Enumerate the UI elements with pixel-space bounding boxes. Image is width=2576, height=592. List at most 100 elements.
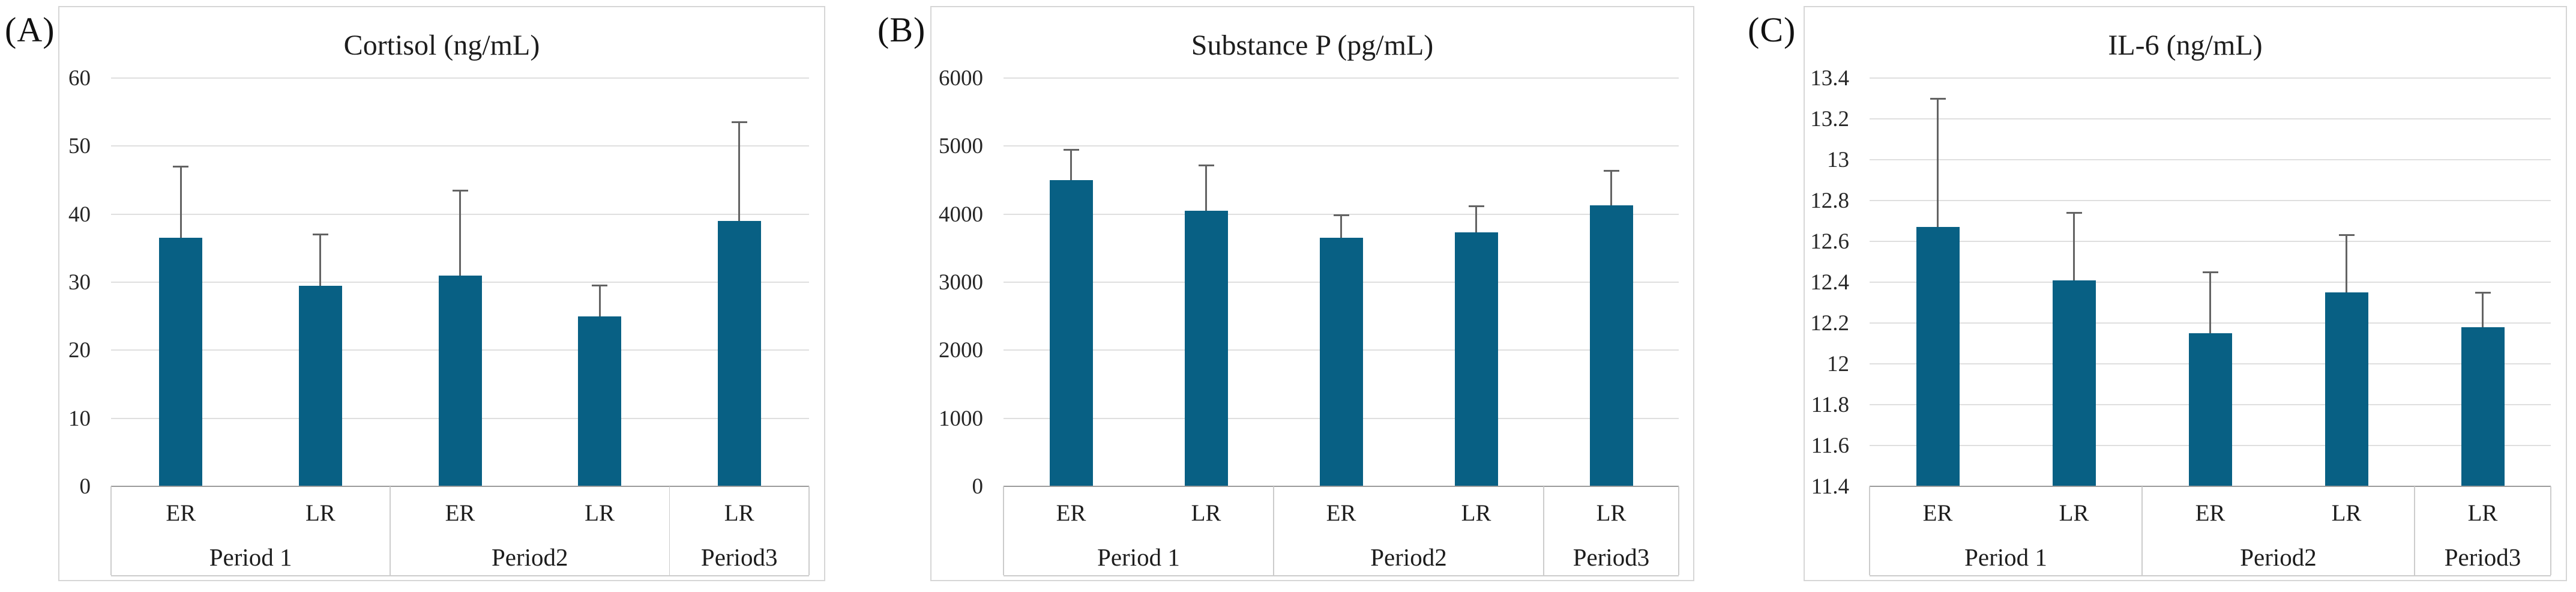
panel-cortisol: Cortisol (ng/mL) 0 10 20 30 40 50 60 ER LR ER LR LR… xyxy=(58,6,825,581)
category-label: LR xyxy=(2467,500,2498,526)
gridline xyxy=(1870,241,2551,242)
category-label: LR xyxy=(585,500,615,526)
bar xyxy=(1589,205,1633,486)
y-tick-label: 30 xyxy=(68,270,91,295)
y-tick-label: 60 xyxy=(68,66,91,91)
y-tick-label: 12.2 xyxy=(1810,311,1849,336)
bar xyxy=(1319,238,1363,486)
error-bar-cap xyxy=(1333,214,1349,217)
category-table-divider xyxy=(1678,486,1679,575)
category-table-divider xyxy=(2414,486,2415,575)
error-bar xyxy=(2073,213,2075,280)
y-tick-label: 5000 xyxy=(939,134,983,159)
panel-label-c: (C) xyxy=(1748,10,1796,49)
period-label: Period2 xyxy=(2240,543,2317,571)
plot-area-substance-p: 0 1000 2000 3000 4000 5000 6000 ER LR ER LR LR Perio… xyxy=(931,7,1693,580)
period-label: Period3 xyxy=(2444,543,2521,571)
error-bar-cap xyxy=(592,285,608,287)
bar xyxy=(1454,232,1498,486)
error-bar xyxy=(459,190,461,276)
category-label: LR xyxy=(305,500,336,526)
error-bar-cap xyxy=(1198,164,1214,166)
category-table-bottom-border xyxy=(1870,575,2551,576)
error-bar xyxy=(1475,206,1477,233)
category-table-divider xyxy=(2550,486,2551,575)
panel-label-a: (A) xyxy=(5,10,55,49)
chart-title-substance-p: Substance P (pg/mL) xyxy=(1191,29,1434,61)
error-bar xyxy=(1340,215,1342,238)
error-bar-cap xyxy=(1603,169,1619,172)
y-tick-label: 12 xyxy=(1827,352,1849,376)
bar xyxy=(438,275,482,486)
bar xyxy=(578,316,622,486)
category-label: LR xyxy=(1596,500,1627,526)
error-bar xyxy=(2482,292,2484,327)
y-tick-label: 11.8 xyxy=(1811,393,1849,417)
error-bar-cap xyxy=(312,234,328,236)
x-axis-line xyxy=(1004,486,1679,487)
category-label: ER xyxy=(445,500,475,526)
bar xyxy=(1916,227,1960,486)
error-bar-cap xyxy=(452,189,468,192)
y-tick-label: 4000 xyxy=(939,202,983,227)
error-bar xyxy=(179,166,182,238)
category-table-divider xyxy=(808,486,810,575)
y-tick-label: 6000 xyxy=(939,66,983,91)
category-label: LR xyxy=(1461,500,1491,526)
error-bar-cap xyxy=(1468,205,1484,207)
y-tick-label: 11.6 xyxy=(1811,433,1849,458)
x-axis-line xyxy=(1870,486,2551,487)
y-tick-label: 13 xyxy=(1827,148,1849,172)
y-tick-label: 50 xyxy=(68,134,91,159)
bar xyxy=(1184,211,1228,486)
category-table-bottom-border xyxy=(111,575,809,576)
bar xyxy=(1049,180,1093,486)
category-table-bottom-border xyxy=(1004,575,1679,576)
period-label: Period2 xyxy=(1370,543,1447,571)
y-tick-label: 12.8 xyxy=(1810,189,1849,213)
gridline xyxy=(1004,77,1679,79)
category-table-divider xyxy=(110,486,112,575)
gridline xyxy=(111,77,809,79)
period-label: Period 1 xyxy=(1097,543,1180,571)
bar xyxy=(2461,327,2505,486)
error-bar xyxy=(1937,98,1939,228)
category-label: LR xyxy=(724,500,754,526)
category-label: ER xyxy=(1326,500,1356,526)
error-bar xyxy=(2209,272,2211,333)
y-tick-label: 11.4 xyxy=(1811,474,1849,499)
period-label: Period3 xyxy=(1572,543,1650,571)
y-tick-label: 40 xyxy=(68,202,91,227)
category-table-divider xyxy=(1869,486,1870,575)
y-tick-label: 12.6 xyxy=(1810,229,1849,254)
category-label: ER xyxy=(1056,500,1086,526)
y-tick-label: 2000 xyxy=(939,338,983,363)
plot-area-il6: 11.4 11.6 11.8 12 12.2 12.4 12.6 12.8 13 13.2 13.4… xyxy=(1805,7,2566,580)
error-bar-cap xyxy=(2338,234,2355,237)
category-table-divider xyxy=(669,486,670,575)
bar xyxy=(298,285,342,486)
gridline xyxy=(1870,77,2551,79)
panel-label-b: (B) xyxy=(877,10,926,49)
y-tick-label: 3000 xyxy=(939,270,983,295)
gridline xyxy=(111,145,809,147)
category-label: LR xyxy=(1191,500,1221,526)
x-axis-line xyxy=(111,486,809,487)
category-table-divider xyxy=(1003,486,1004,575)
error-bar xyxy=(738,122,741,221)
category-label: LR xyxy=(2331,500,2362,526)
error-bar-cap xyxy=(2202,271,2218,273)
error-bar xyxy=(1205,165,1207,211)
gridline xyxy=(1870,118,2551,119)
period-label: Period3 xyxy=(700,543,778,571)
error-bar-cap xyxy=(731,121,747,124)
y-tick-label: 10 xyxy=(68,406,91,431)
bar xyxy=(2325,292,2368,486)
category-label: LR xyxy=(2059,500,2089,526)
error-bar-cap xyxy=(2475,291,2491,294)
y-tick-label: 12.4 xyxy=(1810,270,1849,295)
panel-substance-p: Substance P (pg/mL) 0 1000 2000 3000 4000 500… xyxy=(930,6,1694,581)
period-label: Period2 xyxy=(492,543,568,571)
gridline xyxy=(1004,145,1679,147)
